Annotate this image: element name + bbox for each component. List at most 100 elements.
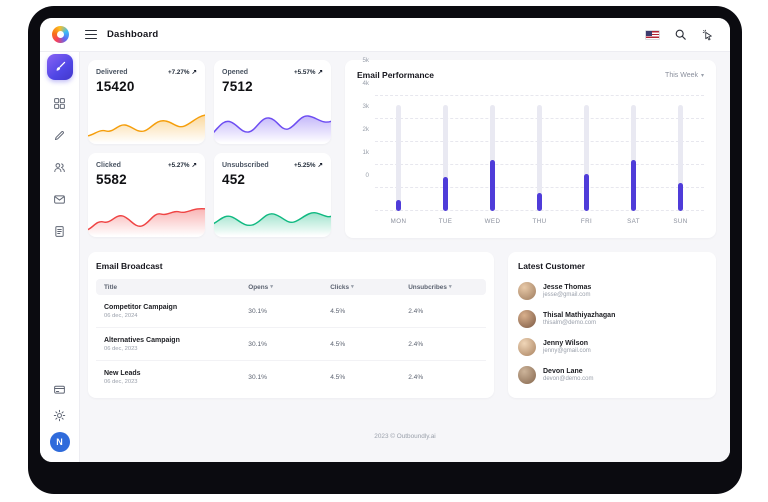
y-tick: 5k [362,57,369,64]
y-tick: 1k [362,149,369,156]
stat-card-unsubscribed: Unsubscribed +5.25% ↗ 452 [214,153,331,237]
users-icon [54,162,65,172]
brush-icon [56,61,65,71]
customer-list: Jesse Thomas jesse@gmail.com Thisal Mathi… [518,277,706,389]
column-opens[interactable]: Opens ▾ [248,283,273,291]
customer-name: Thisal Mathiyazhagan [543,311,616,319]
cursor-click-icon[interactable] [701,28,714,41]
section-title: Email Broadcast [96,261,163,271]
chart-title: Email Performance [357,70,435,80]
y-tick: 4k [362,80,369,87]
mail-icon [54,194,65,204]
bar [563,95,610,211]
sidebar: N [40,52,80,462]
stat-value: 7512 [222,79,253,94]
section-title: Latest Customer [518,261,586,271]
sidebar-bottom: N [49,380,70,452]
y-tick: 0 [365,172,369,179]
table-row[interactable]: Competitor Campaign 06 dec, 2024 30.1% 4.… [96,295,486,328]
clicks-value: 4.5% [330,340,346,348]
customer-name: Devon Lane [543,367,583,375]
table-row[interactable]: Alternatives Campaign 06 dec, 2023 30.1% … [96,328,486,361]
campaign-title: Alternatives Campaign [104,336,180,344]
bar-chart-bars [375,95,704,211]
column-unsubscribes[interactable]: Unsubcribes ▾ [408,283,452,291]
language-flag-icon[interactable] [645,29,660,40]
sidebar-item-campaigns[interactable] [46,54,73,80]
stat-value: 452 [222,172,246,187]
customer-email: thisalm@demo.com [543,320,597,327]
stat-label: Clicked [96,161,121,169]
sidebar-item-audience[interactable] [50,158,70,176]
campaign-date: 06 dec, 2024 [104,312,138,319]
customer-email: devon@demo.com [543,376,594,383]
search-icon[interactable] [674,28,687,41]
period-selector[interactable]: This Week ▾ [665,71,704,79]
bar [375,95,422,211]
stat-value: 15420 [96,79,135,94]
latest-customer-card: Latest Customer Jesse Thomas jesse@gmail.… [508,252,716,398]
list-item[interactable]: Devon Lane devon@demo.com [518,361,706,389]
stat-card-opened: Opened +5.57% ↗ 7512 [214,60,331,144]
customer-email: jesse@gmail.com [543,292,591,299]
sidebar-item-settings[interactable] [50,406,70,424]
credit-card-icon [54,385,65,394]
stat-delta: +5.27% ↗ [168,161,197,170]
sort-caret-icon: ▾ [448,284,452,290]
app-window: Dashboard [40,18,730,462]
user-avatar[interactable]: N [49,432,70,452]
bar [422,95,469,211]
list-item[interactable]: Thisal Mathiyazhagan thisalm@demo.com [518,305,706,333]
campaign-date: 06 dec, 2023 [104,345,138,352]
sparkline [214,212,331,236]
x-axis-labels: MON TUE WED THU FRI SAT SUN [390,218,688,225]
sidebar-item-email[interactable] [50,190,70,208]
sort-caret-icon: ▾ [351,284,354,290]
sort-caret-icon: ▾ [270,284,273,290]
y-tick: 2k [362,126,369,133]
avatar [518,366,536,384]
app-logo[interactable] [52,26,69,43]
stat-delta: +7.27% ↗ [168,68,197,77]
top-bar: Dashboard [40,18,730,52]
stat-label: Unsubscribed [222,161,269,169]
grid-icon [54,97,65,109]
y-tick: 3k [362,103,369,110]
list-item[interactable]: Jenny Wilson jenny@gmail.com [518,333,706,361]
trend-up-icon: ↗ [317,69,323,76]
opens-value: 30.1% [248,340,267,348]
sidebar-item-billing[interactable] [50,380,70,398]
stat-label: Delivered [96,68,128,76]
clicks-value: 4.5% [330,374,346,381]
customer-email: jenny@gmail.com [543,348,591,355]
header-actions [645,28,714,41]
page-title: Dashboard [107,29,159,40]
opens-value: 30.1% [248,307,267,315]
stat-delta: +5.57% ↗ [294,68,323,77]
sidebar-item-dashboard[interactable] [50,94,70,112]
customer-name: Jenny Wilson [543,339,589,347]
unsubscribes-value: 2.4% [408,340,424,348]
table-header: Title Opens ▾ Clicks ▾ Unsubcribes ▾ [96,279,486,295]
campaign-title: Competitor Campaign [104,303,178,311]
list-item[interactable]: Jesse Thomas jesse@gmail.com [518,277,706,305]
unsubscribes-value: 2.4% [408,374,424,381]
column-clicks[interactable]: Clicks ▾ [330,283,354,291]
unsubscribes-value: 2.4% [408,307,424,315]
main-content: Delivered +7.27% ↗ 15420 Opened +5.57% ↗ 7… [80,52,730,462]
menu-icon[interactable] [85,29,97,40]
stat-card-delivered: Delivered +7.27% ↗ 15420 [88,60,205,144]
trend-up-icon: ↗ [191,162,197,169]
avatar [518,338,536,356]
stat-label: Opened [222,68,249,76]
table-row[interactable]: New Leads 06 dec, 2023 30.1% 4.5% 2.4% [96,361,486,394]
campaign-date: 06 dec, 2023 [104,379,138,385]
gear-icon [53,409,66,421]
trend-up-icon: ↗ [317,162,323,169]
chevron-down-icon: ▾ [700,72,704,79]
sparkline [88,207,205,236]
customer-name: Jesse Thomas [543,283,592,291]
sidebar-item-compose[interactable] [50,126,70,144]
sidebar-item-reports[interactable] [50,222,70,240]
stat-value: 5582 [96,172,127,187]
